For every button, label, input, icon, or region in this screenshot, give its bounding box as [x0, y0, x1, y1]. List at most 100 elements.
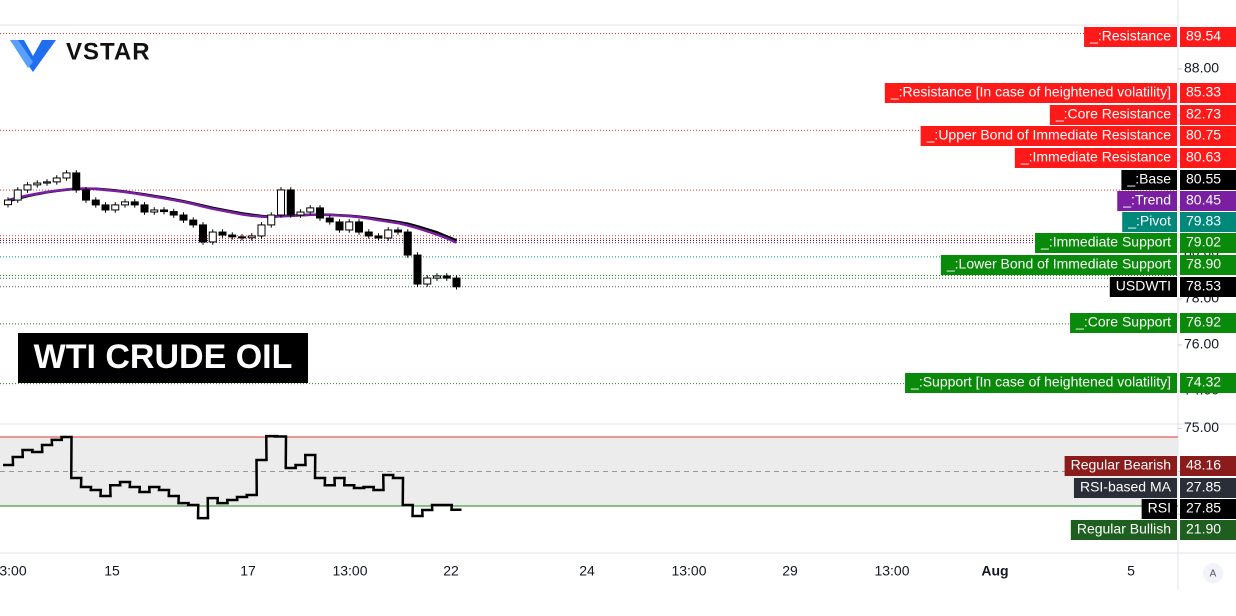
candle-body: [169, 211, 178, 216]
price-tag: _:Upper Bond of Immediate Resistance 80.7…: [920, 126, 1236, 146]
candle-body: [257, 224, 266, 237]
candle-body: [442, 275, 451, 279]
candle-body: [150, 209, 159, 213]
candle-body: [306, 207, 315, 213]
tag-value: 48.16: [1186, 457, 1221, 473]
tag-value-box: [1180, 277, 1236, 297]
tag-name-box: [1122, 212, 1177, 232]
tag-value-box: [1180, 126, 1236, 146]
tag-name-box: [1141, 499, 1177, 519]
x-tick-label: Aug: [981, 563, 1008, 579]
tag-name-box: [1014, 148, 1177, 168]
candle-body: [199, 224, 207, 243]
auto-scale-label[interactable]: A: [1210, 569, 1217, 580]
price-tag: _:Trend 80.45: [1117, 191, 1236, 211]
chart-title: WTI CRUDE OIL: [34, 338, 293, 376]
x-tick-label: 13:00: [671, 563, 706, 579]
logo-icon-highlight: [10, 40, 33, 68]
tag-value: 80.45: [1186, 192, 1221, 208]
x-tick-label: 22: [443, 563, 459, 579]
price-tag: _:Support [In case of heightened volatil…: [905, 373, 1236, 393]
tag-name: _:Core Support: [1075, 314, 1171, 330]
tag-name-box: [1073, 478, 1177, 498]
tag-name: _:Resistance [In case of heightened vola…: [890, 84, 1171, 100]
x-tick-label: 5: [1127, 563, 1135, 579]
candle-body: [43, 181, 51, 184]
price-tag: _:Base 80.55: [1121, 170, 1236, 190]
tag-name-box: [884, 83, 1177, 103]
tag-name: _:Immediate Resistance: [1020, 149, 1171, 165]
candle-body: [335, 221, 344, 231]
tag-name-box: [940, 255, 1177, 275]
price-tag: Regular Bullish 21.90: [1070, 520, 1236, 540]
tag-value: 27.85: [1186, 479, 1221, 495]
tag-value: 89.54: [1186, 28, 1221, 44]
tag-name: _:Pivot: [1127, 213, 1171, 229]
tag-value: 80.63: [1186, 149, 1221, 165]
candle-body: [413, 254, 422, 285]
logo: VSTAR: [10, 38, 150, 72]
candle-body: [296, 211, 305, 216]
tag-name-box: [920, 126, 1177, 146]
price-tag: _:Pivot 79.83: [1122, 212, 1236, 232]
tag-value: 76.92: [1186, 314, 1221, 330]
rsi-tick-label: 75.00: [1184, 419, 1219, 435]
price-tag: _:Core Support 76.92: [1070, 313, 1236, 333]
tag-value-box: [1180, 27, 1236, 47]
candle-body: [433, 275, 441, 279]
candle-body: [140, 204, 149, 213]
tag-name: _:Upper Bond of Immediate Resistance: [926, 127, 1172, 143]
candle-body: [228, 234, 237, 238]
tag-name-box: [1121, 170, 1177, 190]
rsi-line: [3, 434, 462, 520]
x-tick-label: 13:00: [332, 563, 367, 579]
candle-body: [13, 189, 22, 201]
tag-value-box: [1180, 170, 1236, 190]
candle-body: [364, 231, 373, 237]
tag-value-box: [1180, 105, 1236, 125]
tag-value: 78.90: [1186, 256, 1221, 272]
tag-value: 80.55: [1186, 171, 1221, 187]
candle-body: [23, 184, 32, 191]
candle-body: [325, 217, 334, 223]
candle-body: [247, 235, 256, 239]
tag-name-box: [1070, 313, 1177, 333]
x-tick-label: 3:00: [0, 563, 27, 579]
tag-value-box: [1180, 212, 1236, 232]
candle-body: [423, 277, 432, 285]
tag-value-box: [1180, 233, 1236, 253]
tag-value: 79.83: [1186, 213, 1221, 229]
tag-value: 79.02: [1186, 234, 1221, 250]
candle-body: [4, 199, 12, 206]
tag-name: Regular Bullish: [1077, 521, 1171, 537]
x-tick-label: 15: [104, 563, 120, 579]
auto-scale-button[interactable]: [1203, 563, 1223, 583]
y-tick-label: 88.00: [1184, 60, 1219, 76]
candle-body: [160, 209, 168, 213]
price-tag: _:Resistance [In case of heightened vola…: [884, 83, 1236, 103]
candle-body: [384, 229, 393, 239]
candle-body: [286, 189, 295, 216]
tag-name-box: [1084, 27, 1177, 47]
x-tick-label: 24: [579, 563, 595, 579]
candle-body: [121, 201, 129, 206]
price-tag: _:Core Resistance 82.73: [1049, 105, 1236, 125]
y-tick-label: 76.00: [1184, 336, 1219, 352]
tag-name: _:Immediate Support: [1040, 234, 1171, 250]
tag-name: _:Base: [1126, 171, 1171, 187]
candle-body: [82, 189, 90, 201]
x-tick-label: 29: [782, 563, 798, 579]
price-tag: _:Immediate Resistance 80.63: [1014, 148, 1236, 168]
price-tag: RSI 27.85: [1141, 499, 1236, 519]
candle-body: [316, 207, 324, 219]
tag-value: 27.85: [1186, 500, 1221, 516]
candle-body: [208, 231, 217, 243]
candle-body: [130, 201, 139, 206]
tag-name-box: [1035, 233, 1177, 253]
tag-value-box: [1180, 148, 1236, 168]
price-tag: Regular Bearish 48.16: [1064, 456, 1236, 476]
price-tag: USDWTI 78.53: [1109, 277, 1236, 297]
tag-name: RSI: [1148, 500, 1171, 516]
tag-value-box: [1180, 191, 1236, 211]
